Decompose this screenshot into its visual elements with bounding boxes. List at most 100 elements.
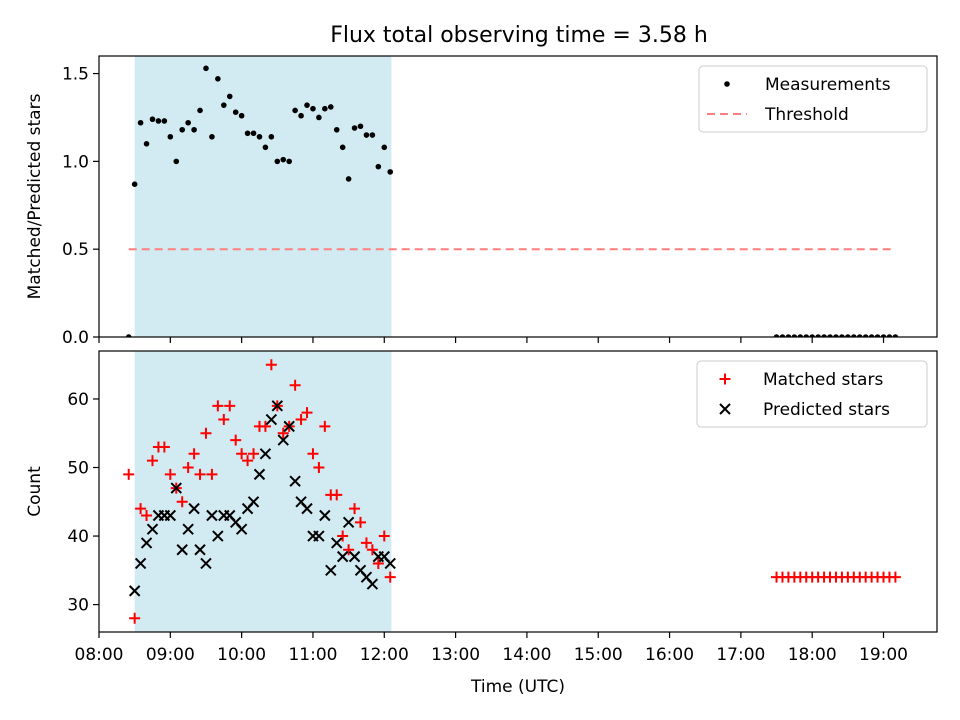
axes-frame bbox=[98, 350, 938, 633]
measurement-point bbox=[375, 163, 382, 170]
legend-box bbox=[698, 65, 928, 133]
matched-star-point bbox=[319, 420, 331, 432]
measurement-point bbox=[892, 334, 899, 337]
measurement-point bbox=[833, 334, 839, 337]
legend-key-measurements bbox=[724, 81, 730, 87]
matched-star-point bbox=[889, 571, 901, 583]
measurement-point bbox=[298, 112, 304, 119]
measurement-point bbox=[351, 125, 358, 131]
y-tick-label: 50 bbox=[67, 459, 89, 479]
predicted-star-point bbox=[182, 523, 194, 535]
x-tick-label: 19:00 bbox=[859, 645, 908, 665]
predicted-star-point bbox=[348, 550, 361, 563]
measurement-point bbox=[274, 158, 281, 165]
legend-key-matched bbox=[719, 373, 731, 385]
predicted-star-point bbox=[301, 502, 313, 515]
measurement-point bbox=[886, 334, 893, 337]
x-axis-label: Time (UTC) bbox=[470, 677, 565, 697]
measurement-point bbox=[387, 169, 394, 175]
observing-window-span bbox=[134, 56, 392, 337]
measurement-point bbox=[339, 144, 346, 151]
matched-star-point bbox=[242, 455, 254, 467]
predicted-star-point bbox=[247, 496, 260, 508]
measurement-point bbox=[256, 133, 263, 140]
matched-star-point bbox=[194, 468, 206, 480]
measurement-point bbox=[363, 132, 370, 138]
measurement-point bbox=[797, 334, 804, 337]
axes-frame bbox=[98, 55, 938, 338]
x-tick-label: 18:00 bbox=[788, 645, 837, 665]
y-axis-label: Count bbox=[25, 466, 45, 517]
y-tick-label: 60 bbox=[67, 390, 89, 410]
measurement-point bbox=[381, 144, 388, 151]
predicted-star-point bbox=[336, 550, 349, 563]
x-tick-label: 14:00 bbox=[502, 645, 551, 665]
matched-star-point bbox=[295, 414, 307, 426]
measurement-point bbox=[215, 76, 221, 82]
measurement-point bbox=[280, 156, 287, 163]
measurement-point bbox=[191, 126, 197, 133]
matched-star-point bbox=[188, 448, 200, 460]
matched-star-point bbox=[259, 420, 271, 432]
predicted-star-point bbox=[140, 537, 153, 549]
figure-title: Flux total observing time = 3.58 h bbox=[330, 23, 708, 48]
measurement-point bbox=[809, 334, 815, 337]
matched-star-point bbox=[200, 427, 212, 439]
y-tick-label: 1.5 bbox=[62, 65, 89, 85]
matched-star-point bbox=[146, 455, 158, 467]
measurement-point bbox=[803, 334, 810, 337]
measurement-point bbox=[369, 132, 376, 138]
legend-box bbox=[696, 360, 928, 428]
measurement-point bbox=[292, 107, 298, 114]
measurement-point bbox=[880, 334, 887, 337]
matched-star-point bbox=[337, 530, 349, 542]
count-panel: 30 40 50 60 08:00 09:00 10:00 11:00 12:00 13:00 14… bbox=[25, 350, 938, 697]
measurement-point bbox=[232, 109, 239, 115]
matched-star-point bbox=[236, 448, 248, 460]
predicted-star-point bbox=[194, 544, 206, 556]
predicted-star-point bbox=[212, 530, 224, 542]
legend-label: Threshold bbox=[764, 105, 849, 125]
predicted-star-point bbox=[384, 557, 396, 570]
matched-star-point bbox=[248, 448, 260, 460]
measurement-point bbox=[773, 334, 780, 337]
predicted-star-point bbox=[200, 557, 212, 570]
matched-star-point bbox=[230, 434, 242, 446]
predicted-star-point bbox=[289, 475, 301, 487]
matched-star-point bbox=[218, 414, 230, 426]
measurement-point bbox=[345, 176, 352, 182]
measurement-point bbox=[856, 334, 863, 337]
predicted-star-point bbox=[331, 537, 343, 549]
measurement-point bbox=[815, 334, 821, 337]
measurement-point bbox=[221, 102, 227, 108]
measurement-point bbox=[874, 334, 881, 337]
predicted-star-point bbox=[283, 420, 295, 433]
measurement-point bbox=[357, 123, 364, 130]
measurement-point bbox=[327, 104, 334, 110]
x-tick-label: 15:00 bbox=[574, 645, 623, 665]
measurement-point bbox=[155, 118, 162, 124]
matched-star-point bbox=[182, 462, 194, 474]
matched-star-point bbox=[307, 448, 319, 460]
legend-key-predicted bbox=[719, 403, 731, 415]
plot-area bbox=[125, 65, 899, 337]
matched-star-point bbox=[331, 489, 343, 501]
predicted-star-point bbox=[206, 509, 218, 522]
matched-star-point bbox=[366, 544, 378, 556]
predicted-star-point bbox=[342, 516, 355, 529]
observing-window-span bbox=[134, 351, 392, 632]
measurement-point bbox=[137, 119, 144, 126]
measurement-point bbox=[262, 144, 269, 151]
legend-label: Measurements bbox=[765, 75, 891, 95]
legend-label: Predicted stars bbox=[763, 400, 890, 420]
matched-star-point bbox=[277, 427, 289, 439]
matched-star-point bbox=[301, 407, 313, 419]
predicted-star-point bbox=[170, 482, 182, 494]
measurement-point bbox=[839, 334, 845, 337]
measurement-point bbox=[821, 334, 827, 337]
y-tick-label: 30 bbox=[67, 596, 89, 616]
measurement-point bbox=[238, 112, 245, 119]
predicted-star-point bbox=[319, 509, 331, 522]
x-tick-label: 16:00 bbox=[645, 645, 694, 665]
measurement-point bbox=[268, 133, 275, 140]
